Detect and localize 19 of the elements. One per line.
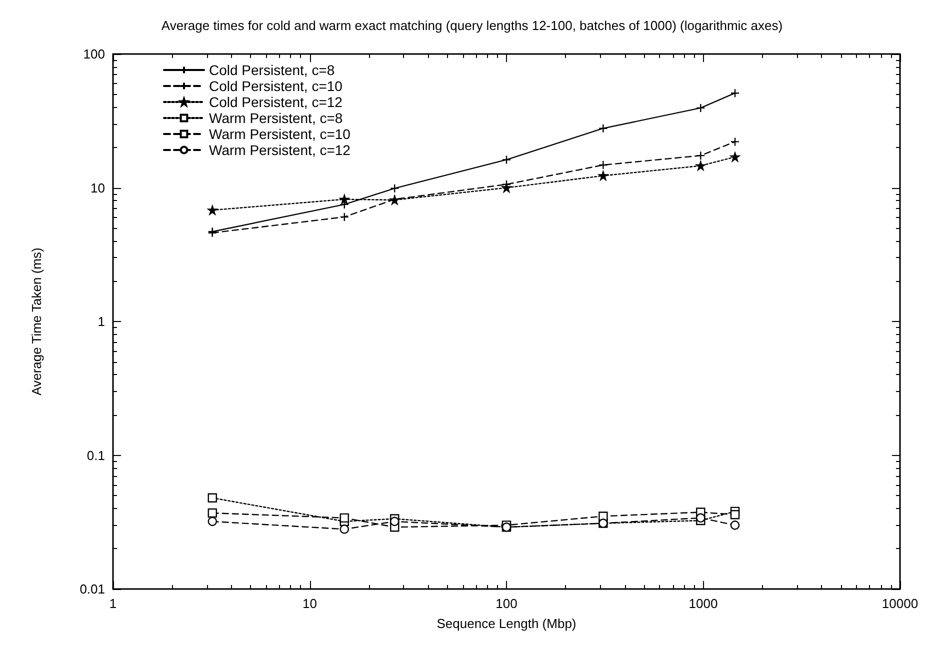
x-tick-label: 100 — [496, 596, 518, 611]
legend-label: Warm Persistent, c=12 — [209, 142, 351, 158]
chart-title: Average times for cold and warm exact matching (query lengths 12-100, batches of 1000) (logarithmic axes) — [161, 18, 783, 33]
legend-label: Warm Persistent, c=10 — [209, 126, 351, 142]
legend-label: Cold Persistent, c=12 — [209, 94, 343, 110]
y-tick-label: 10 — [90, 180, 105, 196]
x-tick-label: 10000 — [882, 596, 918, 611]
x-tick-label: 1 — [109, 596, 117, 611]
y-axis-title: Average Time Taken (ms) — [29, 248, 44, 396]
x-tick-label: 10 — [302, 596, 317, 611]
legend-label: Warm Persistent, c=8 — [209, 110, 343, 126]
x-tick-label: 1000 — [688, 596, 718, 611]
x-axis-title: Sequence Length (Mbp) — [436, 616, 576, 631]
y-tick-label: 100 — [83, 46, 105, 62]
y-tick-label: 0.1 — [86, 448, 105, 463]
y-tick-label: 0.01 — [80, 582, 105, 596]
legend-label: Cold Persistent, c=10 — [209, 78, 343, 94]
legend-label: Cold Persistent, c=8 — [209, 62, 335, 78]
y-tick-label: 1 — [98, 314, 105, 329]
